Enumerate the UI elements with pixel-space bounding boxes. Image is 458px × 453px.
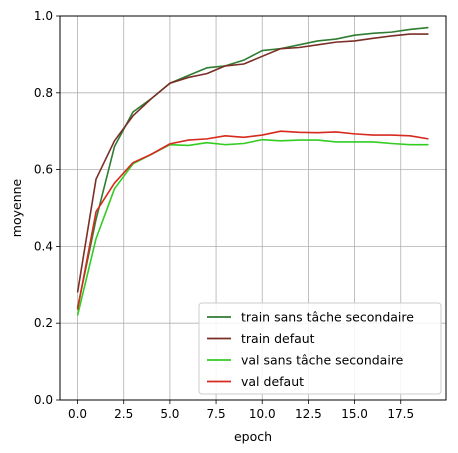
series-line-1 xyxy=(76,26,429,309)
series-line-2 xyxy=(76,33,429,293)
x-tick-label: 12.5 xyxy=(295,407,322,421)
y-tick-label: 0.0 xyxy=(34,393,53,407)
x-axis-ticks: 0.0 2.5 5.0 7.5 10.0 12.5 15.0 17.5 xyxy=(68,400,414,421)
x-tick-label: 10.0 xyxy=(249,407,276,421)
legend-label: val defaut xyxy=(241,374,304,389)
x-tick-label: 2.5 xyxy=(114,407,133,421)
x-axis-label: epoch xyxy=(234,429,272,444)
series-lines xyxy=(76,26,429,316)
y-tick-label: 0.4 xyxy=(34,239,53,253)
series-line-4 xyxy=(76,130,429,310)
y-tick-label: 0.8 xyxy=(34,86,53,100)
plot-frame xyxy=(59,15,447,401)
y-axis-label: moyenne xyxy=(9,178,24,237)
x-tick-label: 15.0 xyxy=(341,407,368,421)
series-line-3 xyxy=(76,138,429,316)
legend-label: val sans tâche secondaire xyxy=(241,353,404,368)
y-axis-ticks: 0.0 0.2 0.4 0.6 0.8 1.0 xyxy=(34,9,60,407)
x-tick-label: 0.0 xyxy=(68,407,87,421)
legend-box xyxy=(198,302,442,395)
legend: train sans tâche secondaire train defaut v… xyxy=(198,302,442,395)
legend-label: train sans tâche secondaire xyxy=(241,310,414,325)
x-tick-label: 7.5 xyxy=(207,407,226,421)
y-tick-label: 0.2 xyxy=(34,316,53,330)
x-tick-label: 5.0 xyxy=(160,407,179,421)
y-tick-label: 1.0 xyxy=(34,9,53,23)
legend-label: train defaut xyxy=(241,331,315,346)
y-tick-label: 0.6 xyxy=(34,163,53,177)
x-tick-label: 17.5 xyxy=(387,407,414,421)
